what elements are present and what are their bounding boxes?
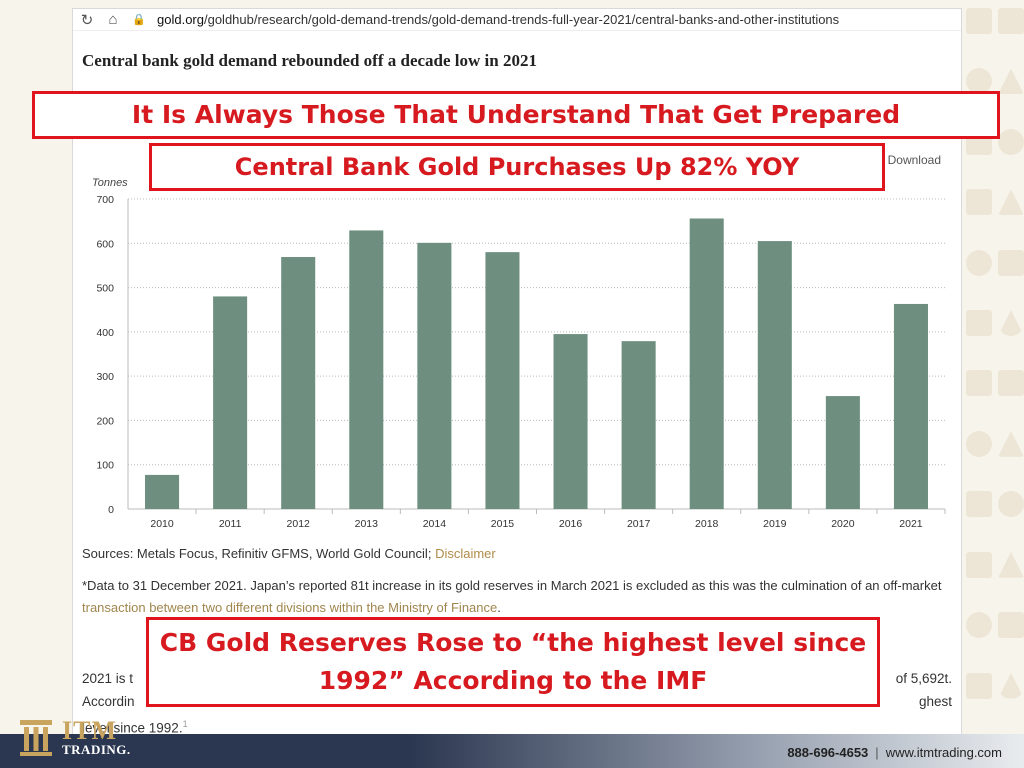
y-tick-label: 100	[96, 460, 114, 472]
y-tick-label: 600	[96, 238, 114, 250]
bar-2012[interactable]	[281, 257, 316, 509]
page-title: Central bank gold demand rebounded off a…	[82, 51, 537, 70]
chart-footnote: *Data to 31 December 2021. Japan’s repor…	[82, 575, 952, 619]
bar-2020[interactable]	[825, 396, 860, 509]
bar-2017[interactable]	[621, 341, 656, 509]
body-line2-end: ghest	[918, 694, 952, 709]
bar-2019[interactable]	[757, 241, 792, 510]
home-icon[interactable]: ⌂	[108, 11, 118, 28]
x-tick-label: 2012	[287, 518, 311, 530]
column-logo-icon	[20, 720, 52, 756]
contact-separator: |	[875, 745, 879, 760]
chart-sources: Sources: Metals Focus, Refinitiv GFMS, W…	[82, 546, 496, 561]
bar-2015[interactable]	[485, 252, 520, 509]
body-line2-start: Accordin	[82, 694, 135, 709]
x-tick-label: 2013	[355, 518, 379, 530]
x-tick-label: 2010	[150, 518, 174, 530]
x-tick-label: 2011	[219, 518, 242, 530]
decorative-pattern	[960, 0, 1024, 735]
footnote-end: .	[497, 600, 501, 615]
y-tick-label: 700	[96, 194, 114, 206]
address-bar[interactable]: ↻ ⌂ 🔒 gold.org/goldhub/research/gold-dem…	[73, 9, 961, 31]
reserves-callout: CB Gold Reserves Rose to “the highest le…	[146, 617, 880, 707]
bar-2018[interactable]	[689, 218, 724, 509]
url-text[interactable]: gold.org/goldhub/research/gold-demand-tr…	[157, 12, 840, 27]
bar-2014[interactable]	[417, 242, 452, 509]
footer-bar	[0, 734, 1024, 768]
footnote-ref[interactable]: 1	[182, 719, 188, 729]
disclaimer-link[interactable]: Disclaimer	[435, 546, 496, 561]
y-axis-label: Tonnes	[92, 177, 128, 189]
bar-2013[interactable]	[349, 230, 384, 509]
lock-icon: 🔒	[132, 14, 146, 26]
x-tick-label: 2020	[831, 518, 855, 530]
x-tick-label: 2018	[695, 518, 719, 530]
y-tick-label: 200	[96, 415, 114, 427]
y-tick-label: 0	[108, 504, 114, 516]
body-line3: level since 1992.	[82, 720, 183, 736]
y-tick-label: 500	[96, 283, 114, 295]
reserves-callout-line1: CB Gold Reserves Rose to “the highest le…	[159, 628, 867, 657]
x-tick-label: 2021	[899, 518, 923, 530]
x-tick-label: 2017	[627, 518, 651, 530]
brand-name: ITM	[62, 716, 117, 745]
sources-text: Sources: Metals Focus, Refinitiv GFMS, W…	[82, 546, 432, 561]
phone-number[interactable]: 888-696-4653	[787, 745, 869, 760]
x-tick-label: 2016	[559, 518, 583, 530]
x-tick-label: 2015	[491, 518, 515, 530]
download-link[interactable]: Download	[887, 153, 941, 167]
website-link[interactable]: www.itmtrading.com	[885, 745, 1002, 760]
reserves-callout-line2: 1992” According to the IMF	[318, 666, 708, 695]
article-body: 2021 is t of 5,692t. Accordin ghest leve…	[82, 667, 952, 740]
body-line1-end: of 5,692t.	[895, 671, 952, 686]
bar-2011[interactable]	[213, 296, 248, 509]
itm-logo: ITM TRADING.	[18, 712, 148, 768]
y-tick-label: 300	[96, 371, 114, 383]
footnote-link[interactable]: transaction between two different divisi…	[82, 600, 498, 615]
footer-contact: 888-696-4653 | www.itmtrading.com	[787, 745, 1002, 760]
bar-2010[interactable]	[145, 474, 180, 509]
x-tick-label: 2014	[423, 518, 447, 530]
reload-icon[interactable]: ↻	[80, 11, 94, 29]
bar-chart: Tonnes 0 100 200 300 400 500 600 700 2010 2011 2012…	[92, 177, 946, 530]
body-line1-start: 2021 is t	[82, 671, 134, 686]
footnote-text: *Data to 31 December 2021. Japan’s repor…	[82, 578, 942, 593]
headline-callout: It Is Always Those That Understand That …	[32, 91, 1000, 139]
subhead-callout: Central Bank Gold Purchases Up 82% YOY	[149, 143, 885, 191]
x-tick-label: 2019	[763, 518, 787, 530]
y-tick-label: 400	[96, 327, 114, 339]
bar-2021[interactable]	[893, 303, 928, 509]
bar-2016[interactable]	[553, 334, 588, 509]
brand-subtitle: TRADING.	[62, 742, 131, 757]
